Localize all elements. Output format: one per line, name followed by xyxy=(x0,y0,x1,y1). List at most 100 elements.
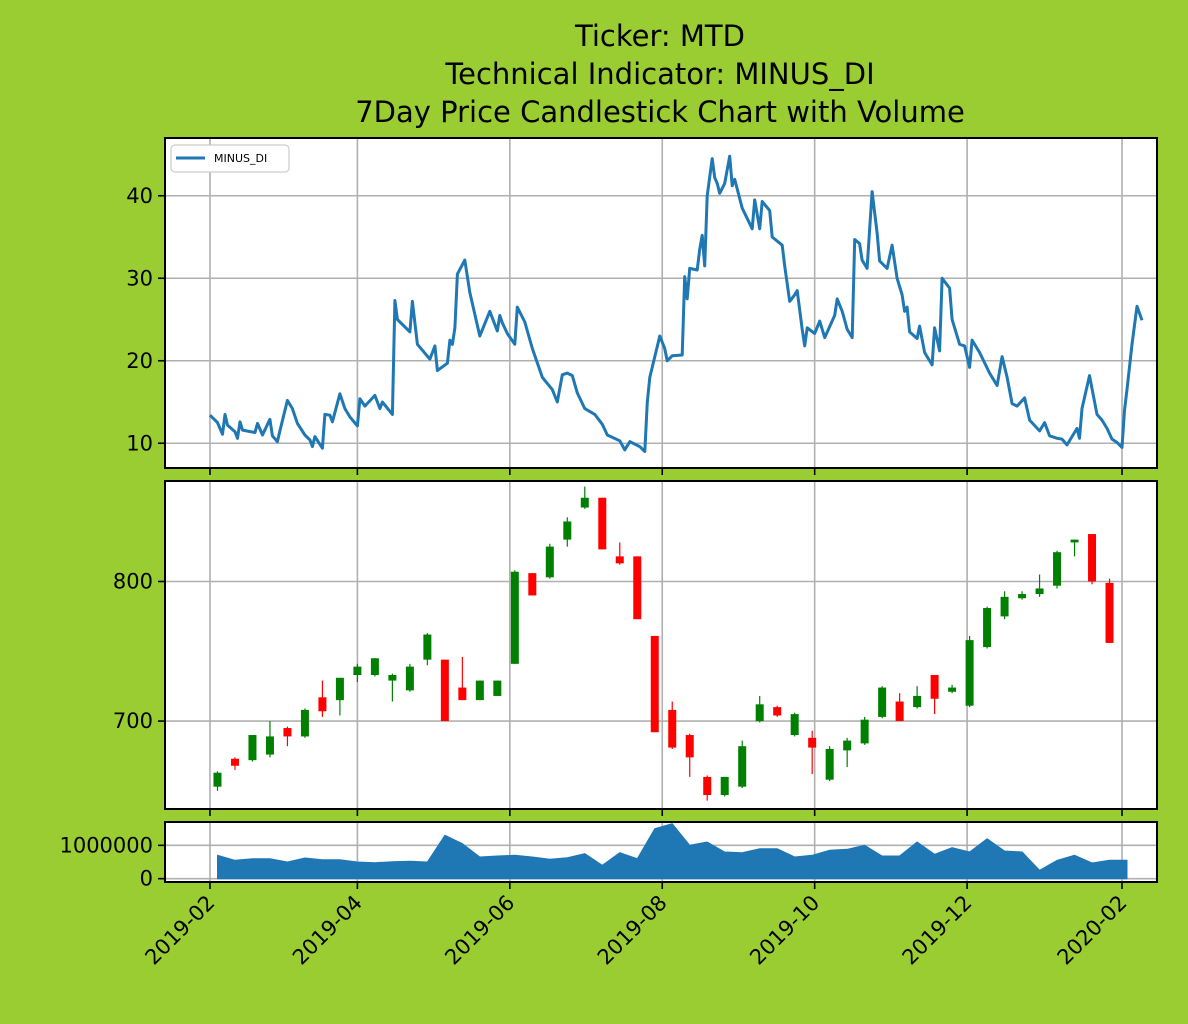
candle-body xyxy=(1088,534,1097,582)
candle xyxy=(1000,591,1009,620)
candle xyxy=(948,684,957,694)
candle-body xyxy=(703,776,712,796)
candle xyxy=(353,663,362,682)
candle-body xyxy=(510,571,519,664)
candle-body xyxy=(335,677,344,701)
candle xyxy=(248,735,257,762)
candle-body xyxy=(405,666,414,691)
candle xyxy=(773,705,782,717)
candle xyxy=(318,680,327,717)
price-y-tick-label: 700 xyxy=(113,709,153,733)
volume-y-tick-label: 1000000 xyxy=(59,833,153,857)
candle-body xyxy=(598,497,607,550)
indicator-y-tick-label: 40 xyxy=(126,184,153,208)
candle xyxy=(370,658,379,677)
volume-frame xyxy=(164,821,1158,883)
candle xyxy=(475,680,484,701)
candle-body xyxy=(790,714,799,736)
candle xyxy=(1053,550,1062,589)
candle xyxy=(1105,578,1114,643)
candle xyxy=(790,712,799,737)
candle xyxy=(633,556,642,620)
candle-body xyxy=(615,556,624,564)
indicator-frame xyxy=(164,137,1158,469)
candle-body xyxy=(458,687,467,701)
legend: MINUS_DI xyxy=(170,144,290,173)
x-tick-label: 2019-10 xyxy=(745,891,824,970)
candle xyxy=(265,721,274,758)
candle xyxy=(528,573,537,596)
candle-body xyxy=(738,746,747,787)
price-y-tick-label: 800 xyxy=(113,569,153,593)
price-plot-area xyxy=(165,481,1157,809)
candle-body xyxy=(860,719,869,744)
x-tick-label: 2020-02 xyxy=(1053,891,1132,970)
candle xyxy=(510,570,519,664)
candle-body xyxy=(633,556,642,620)
candle-body xyxy=(913,695,922,708)
candle-body xyxy=(650,635,659,733)
candle-body xyxy=(1000,596,1009,617)
indicator-y-tick-label: 10 xyxy=(126,431,153,455)
candle xyxy=(983,606,992,649)
title-line-1: Ticker: MTD xyxy=(574,19,745,53)
candle xyxy=(335,677,344,716)
indicator-panel: 10 20 30 40 MINUS_DI xyxy=(126,137,1158,475)
candle-body xyxy=(878,687,887,717)
candle-body xyxy=(493,680,502,696)
chart-title: Ticker: MTD Technical Indicator: MINUS_D… xyxy=(355,19,965,129)
candle-body xyxy=(563,521,572,540)
candle-body xyxy=(930,675,939,699)
candle xyxy=(440,659,449,722)
candle-body xyxy=(965,640,974,706)
candle-body xyxy=(1035,588,1044,595)
candle-body xyxy=(720,776,729,796)
candle xyxy=(755,695,764,723)
x-tick-label: 2019-02 xyxy=(140,891,219,970)
candle xyxy=(825,746,834,782)
candle-body xyxy=(773,707,782,716)
candle-body xyxy=(825,748,834,780)
candle-body xyxy=(318,697,327,712)
candle xyxy=(1035,574,1044,597)
candle xyxy=(860,716,869,745)
candle xyxy=(1018,591,1027,600)
candle xyxy=(668,701,677,749)
candle-body xyxy=(1018,594,1027,599)
candle xyxy=(965,635,974,708)
candle xyxy=(615,542,624,565)
candle xyxy=(580,486,589,509)
minus-di-line xyxy=(208,154,1144,453)
candle xyxy=(405,663,414,692)
candle xyxy=(1088,534,1097,585)
candle-body xyxy=(1105,582,1114,643)
candle xyxy=(808,730,817,775)
candle-body xyxy=(353,666,362,676)
candle-body xyxy=(983,608,992,648)
candle xyxy=(493,680,502,696)
candle xyxy=(720,776,729,797)
indicator-y-tick-label: 20 xyxy=(126,349,153,373)
candle-body xyxy=(440,659,449,722)
candle xyxy=(598,497,607,550)
candle xyxy=(300,708,309,738)
x-tick-label: 2019-12 xyxy=(898,891,977,970)
price-panel: 700 800 xyxy=(113,480,1158,816)
price-frame xyxy=(164,480,1158,810)
candle xyxy=(563,517,572,547)
candle xyxy=(843,737,852,768)
legend-box xyxy=(170,144,290,173)
candle-body xyxy=(580,497,589,508)
x-tick-label: 2019-04 xyxy=(288,891,367,970)
candle xyxy=(685,733,694,777)
candle-body xyxy=(1053,552,1062,586)
candle-body xyxy=(685,735,694,758)
candle-body xyxy=(1070,539,1079,543)
candle xyxy=(230,757,239,770)
candle xyxy=(930,675,939,715)
candle-body xyxy=(668,709,677,748)
candle xyxy=(650,635,659,733)
candle xyxy=(1070,539,1079,557)
